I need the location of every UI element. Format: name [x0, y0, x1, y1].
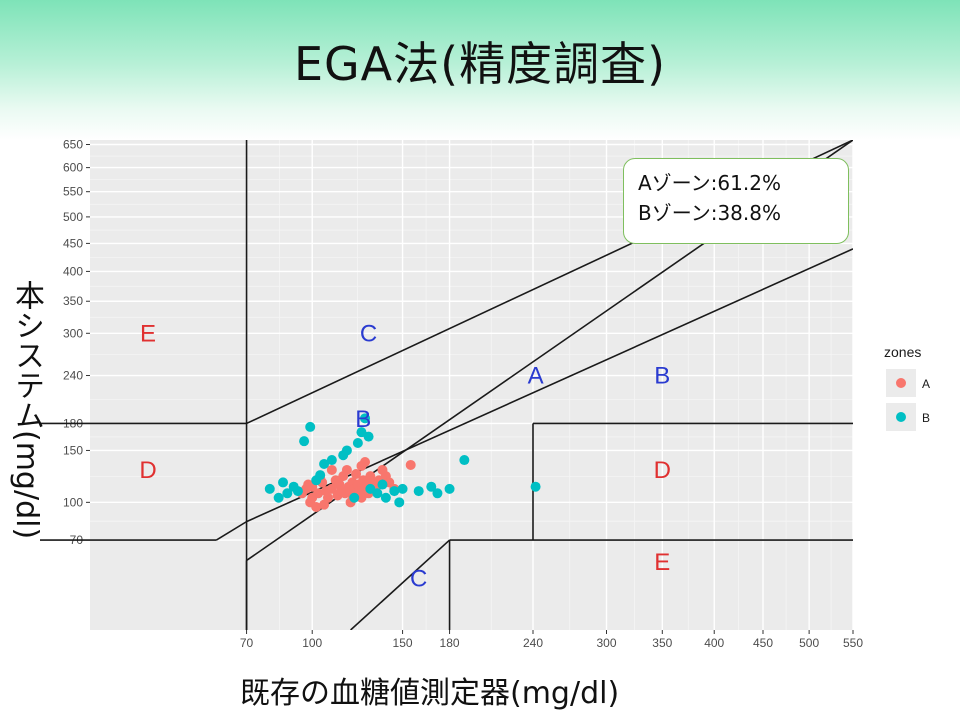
y-tick-label: 550: [63, 185, 83, 199]
data-point-b: [264, 483, 275, 494]
data-point-b: [278, 477, 289, 488]
data-point-b: [341, 445, 352, 456]
y-tick-label: 240: [63, 369, 83, 383]
legend-label-a: A: [922, 377, 930, 391]
data-point-a: [326, 464, 337, 475]
legend-label-b: B: [922, 411, 930, 425]
data-point-a: [313, 488, 324, 499]
y-axis-label: 本システム(mg/dl): [9, 280, 44, 540]
data-point-b: [459, 455, 470, 466]
x-tick-label: 400: [704, 636, 724, 650]
zone-label-d: D: [654, 457, 671, 484]
y-tick-label: 650: [63, 138, 83, 152]
data-point-b: [349, 492, 360, 503]
zone-labels: E C B A B D D C E: [139, 320, 671, 592]
zone-label-b: B: [654, 363, 670, 390]
zone-label-d: D: [139, 457, 156, 484]
legend-title: zones: [884, 344, 921, 360]
grid-layer: [90, 140, 854, 630]
data-point-b: [326, 455, 337, 466]
data-point-b: [282, 488, 293, 499]
y-tick-label: 300: [63, 326, 83, 340]
y-tick-label: 150: [63, 443, 83, 457]
zone-label-c: C: [360, 320, 377, 347]
slide-title: EGA法(精度調査): [293, 37, 667, 91]
y-tick-label: 450: [63, 236, 83, 250]
data-point-b: [426, 481, 437, 492]
data-point-b: [352, 437, 363, 448]
data-point-b: [444, 483, 455, 494]
x-tick-label: 240: [523, 636, 543, 650]
x-tick-label: 350: [652, 636, 672, 650]
zone-label-e: E: [140, 320, 156, 347]
data-point-b: [397, 483, 408, 494]
legend-marker-b: [896, 412, 906, 422]
slide-header-band: [0, 0, 960, 140]
zone-boundary-line: [350, 539, 451, 630]
y-tick-label: 500: [63, 210, 83, 224]
data-point-a: [319, 499, 330, 510]
zone-label-e: E: [654, 549, 670, 576]
x-tick-label: 300: [596, 636, 616, 650]
data-point-a: [326, 483, 337, 494]
data-point-a: [351, 469, 362, 480]
data-point-b: [432, 488, 443, 499]
data-point-b: [319, 458, 330, 469]
x-tick-label: 100: [302, 636, 322, 650]
data-point-b: [530, 481, 541, 492]
y-tick-label: 600: [63, 161, 83, 175]
data-point-b: [356, 427, 367, 438]
x-tick-label: 70: [240, 636, 254, 650]
data-point-a: [341, 464, 352, 475]
data-point-b: [380, 492, 391, 503]
data-point-b: [377, 479, 388, 490]
zone-stats-box: Aゾーン:61.2% Bゾーン:38.8%: [623, 158, 849, 244]
data-point-b: [360, 413, 371, 424]
data-point-b: [365, 483, 376, 494]
data-point-a: [303, 479, 314, 490]
y-tick-label: 350: [63, 294, 83, 308]
data-point-b: [299, 436, 310, 447]
data-point-a: [311, 502, 322, 513]
legend-marker-a: [896, 378, 906, 388]
zone-label-c: C: [410, 565, 427, 592]
data-point-b: [394, 497, 405, 508]
y-tick-label: 100: [63, 495, 83, 509]
x-tick-label: 180: [440, 636, 460, 650]
data-point-b: [311, 475, 322, 486]
data-point-b: [305, 421, 316, 432]
data-point-b: [363, 431, 374, 442]
x-tick-label: 450: [753, 636, 773, 650]
data-point-b: [389, 486, 400, 497]
data-point-a: [356, 492, 367, 503]
data-point-a: [405, 459, 416, 470]
data-point-b: [292, 486, 303, 497]
data-point-b: [273, 492, 284, 503]
zone-a-percentage: Aゾーン:61.2%: [638, 171, 781, 195]
zone-b-percentage: Bゾーン:38.8%: [638, 201, 781, 225]
x-tick-label: 550: [843, 636, 863, 650]
x-tick-label: 500: [799, 636, 819, 650]
axis-layer: 70 100 150 180 240 300 350 400 450 500 55070100150…: [63, 138, 863, 650]
x-axis-label: 既存の血糖値測定器(mg/dl): [240, 676, 620, 711]
data-point-b: [413, 486, 424, 497]
zone-label-b: B: [355, 406, 371, 433]
data-points: [264, 413, 541, 513]
data-point-a: [360, 456, 371, 467]
zone-boundary-line: [215, 520, 247, 541]
x-tick-label: 150: [393, 636, 413, 650]
zone-label-a: A: [528, 363, 544, 390]
y-tick-label: 400: [63, 264, 83, 278]
legend: zones A B: [884, 344, 930, 431]
